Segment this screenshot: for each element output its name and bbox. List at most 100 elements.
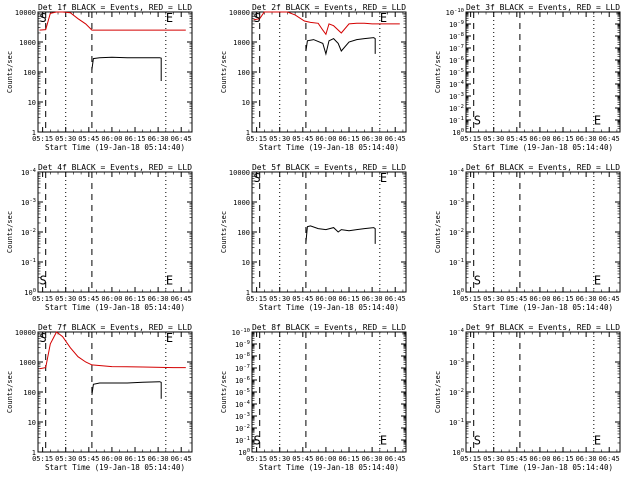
detector-panel-1: Det 1f BLACK = Events, RED = LLD 1 10 100 10… (6, 3, 193, 152)
y-tick-label: 1000 (19, 39, 36, 47)
y-tick-label: 10-1 (21, 258, 36, 267)
y-tick-label: 10-2 (21, 228, 36, 237)
y-axis-label: Counts/sec (6, 211, 14, 253)
x-tick-label: 05:30 (55, 295, 76, 303)
x-tick-label: 06:15 (124, 295, 145, 303)
x-axis-label: Start Time (19-Jan-18 05:14:40) (45, 303, 185, 312)
y-tick-label-exponent: -3 (457, 198, 464, 204)
y-tick-label: 10000 (15, 329, 36, 337)
y-tick-label: 10 (28, 419, 36, 427)
y-tick-label-base: 10 (449, 199, 457, 207)
y-tick-label-base: 10 (449, 359, 457, 367)
x-tick-label: 05:15 (32, 455, 53, 463)
y-tick-label-base: 10 (235, 437, 243, 445)
x-tick-label: 05:45 (506, 455, 527, 463)
red-series-line (253, 11, 400, 36)
y-tick-label: 10000 (15, 9, 36, 17)
y-tick-label: 1 (32, 449, 36, 457)
plot-frame (251, 171, 407, 293)
y-tick-label-base: 10 (452, 449, 460, 457)
y-tick-label-base: 10 (21, 199, 29, 207)
x-tick-label: 06:15 (552, 455, 573, 463)
y-axis-label: Counts/sec (220, 51, 228, 93)
x-tick-label: 05:30 (483, 455, 504, 463)
y-tick-label-base: 10 (449, 45, 457, 53)
black-series-line (91, 381, 162, 399)
x-tick-label: 05:15 (246, 455, 267, 463)
detector-panel-9: Det 9f BLACK = Events, RED = LLD10010-11… (434, 323, 621, 472)
y-tick-label: 10-4 (21, 168, 37, 177)
y-tick-label-exponent: -10 (454, 8, 464, 14)
y-tick-label: 10-2 (235, 424, 250, 433)
y-tick-label-exponent: 0 (247, 448, 250, 454)
x-tick-label: 06:30 (576, 455, 597, 463)
y-tick-label-base: 10 (235, 377, 243, 385)
y-tick-label: 10-8 (235, 352, 250, 361)
y-tick-label: 10 (242, 259, 250, 267)
y-tick-label-exponent: -5 (243, 388, 250, 394)
y-tick-label-exponent: -1 (457, 258, 464, 264)
x-tick-label: 06:00 (315, 135, 336, 143)
x-tick-label: 05:30 (269, 135, 290, 143)
x-tick-label: 06:00 (529, 455, 550, 463)
x-tick-label: 06:45 (171, 455, 192, 463)
y-tick-label-base: 10 (235, 353, 243, 361)
marker-s: S (40, 331, 47, 345)
y-tick-label-exponent: -4 (243, 400, 250, 406)
y-tick-label: 10-3 (235, 412, 250, 421)
x-axis-label: Start Time (19-Jan-18 05:14:40) (473, 463, 613, 472)
y-tick-label-exponent: -3 (457, 358, 464, 364)
x-tick-label: 06:45 (385, 455, 406, 463)
y-tick-label: 1000 (233, 199, 250, 207)
y-tick-label-exponent: -2 (29, 228, 36, 234)
x-tick-label: 05:15 (246, 295, 267, 303)
marker-s: S (254, 434, 261, 448)
x-tick-label: 06:00 (315, 455, 336, 463)
x-tick-label: 06:00 (101, 135, 122, 143)
panel-title: Det 2f BLACK = Events, RED = LLD (252, 3, 406, 12)
x-tick-label: 05:30 (55, 135, 76, 143)
red-series-line (39, 11, 186, 31)
y-tick-label-base: 10 (449, 419, 457, 427)
y-tick-label-exponent: -2 (243, 424, 250, 430)
x-tick-label: 05:15 (32, 135, 53, 143)
x-axis-label: Start Time (19-Jan-18 05:14:40) (45, 463, 185, 472)
y-tick-label-exponent: -5 (457, 68, 464, 74)
x-axis-label: Start Time (19-Jan-18 05:14:40) (259, 463, 399, 472)
x-tick-label: 06:30 (148, 135, 169, 143)
x-tick-label: 05:45 (506, 135, 527, 143)
panel-title: Det 6f BLACK = Events, RED = LLD (466, 163, 620, 172)
detector-panel-6: Det 6f BLACK = Events, RED = LLD10010-11… (434, 163, 621, 312)
x-tick-label: 06:15 (338, 295, 359, 303)
y-axis-label: Counts/sec (220, 371, 228, 413)
y-tick-label-base: 10 (449, 389, 457, 397)
y-tick-label-exponent: 0 (461, 288, 464, 294)
y-axis-label: Counts/sec (434, 371, 442, 413)
x-tick-label: 06:00 (529, 295, 550, 303)
y-tick-label-exponent: -8 (243, 352, 250, 358)
y-tick-label: 10 (242, 99, 250, 107)
y-tick-label: 10-3 (21, 198, 36, 207)
y-tick-label-base: 10 (452, 129, 460, 137)
x-tick-label: 06:30 (362, 135, 383, 143)
detector-panel-3: Det 3f BLACK = Events, RED = LLD10010-11… (434, 3, 621, 152)
x-tick-label: 06:45 (599, 295, 620, 303)
black-series-line (305, 225, 376, 244)
y-tick-label-base: 10 (446, 9, 454, 17)
y-tick-label-exponent: -1 (457, 418, 464, 424)
marker-s: S (254, 11, 261, 25)
y-tick-label: 100 (452, 128, 464, 137)
x-tick-label: 05:45 (506, 295, 527, 303)
y-tick-label: 100 (452, 448, 464, 457)
marker-e: E (380, 171, 387, 185)
marker-e: E (166, 274, 173, 288)
y-tick-label: 100 (237, 69, 250, 77)
marker-s: S (40, 274, 47, 288)
black-series-line (305, 37, 376, 56)
x-tick-label: 06:30 (576, 135, 597, 143)
detector-panel-7: Det 7f BLACK = Events, RED = LLD 1 10 100 10… (6, 323, 193, 472)
y-tick-label-base: 10 (449, 93, 457, 101)
x-tick-label: 06:30 (148, 295, 169, 303)
detector-panel-8: Det 8f BLACK = Events, RED = LLD10010-11… (220, 323, 407, 472)
